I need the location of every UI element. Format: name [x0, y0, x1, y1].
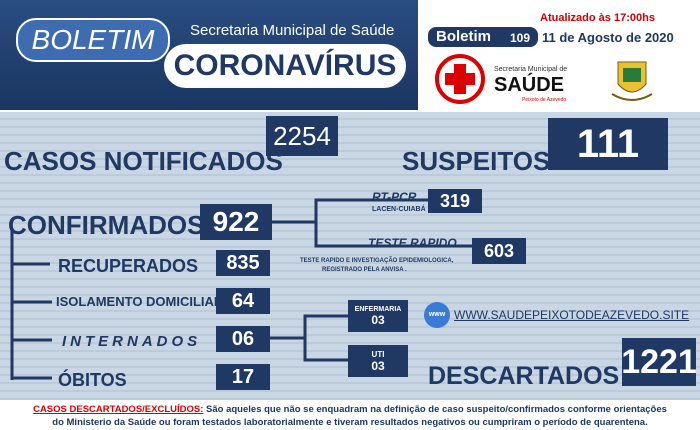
- stat-value: 111: [548, 118, 668, 170]
- crest: [611, 61, 653, 101]
- stat-value: 64: [216, 288, 270, 314]
- stat-value: 603: [472, 238, 526, 264]
- footer-label: CASOS DESCARTADOS/EXCLUÍDOS:: [33, 404, 204, 415]
- logo-line3: Peixoto de Azevedo: [522, 97, 567, 103]
- uti-box: UTI 03: [348, 345, 408, 377]
- website-link[interactable]: WWW.SAUDEPEIXOTODEAZEVEDO.SITE: [454, 308, 690, 322]
- stat-note: REGISTRADO PELA ANVISA .: [322, 267, 407, 273]
- boletim-label: Boletim: [436, 28, 492, 45]
- boletim-pill: [428, 27, 538, 47]
- stat-value: 922: [200, 204, 272, 240]
- updated: Atualizado às 17:00hs: [540, 12, 655, 24]
- footer: CASOS DESCARTADOS/EXCLUÍDOS: São aqueles…: [0, 403, 700, 429]
- stat-value: 835: [216, 250, 270, 276]
- stat-label: ENFERMARIA: [354, 305, 402, 313]
- stat-label: TESTE RAPIDO: [368, 236, 457, 250]
- coronavirus-title: CORONAVÍRUS: [164, 44, 406, 88]
- logo-line1: Secretaria Municipal de: [494, 66, 568, 73]
- stat-label: ISOLAMENTO DOMICILIAR: [56, 294, 224, 309]
- stat-label: ÓBITOS: [58, 370, 127, 390]
- health-logo: [435, 54, 485, 104]
- stat-value: 1221: [621, 338, 697, 386]
- stat-label: CONFIRMADOS: [8, 210, 205, 240]
- stat-label: INTERNADOS: [62, 333, 202, 350]
- boletim-number: 109: [510, 31, 531, 45]
- footer-text: do Ministerio da Saúde ou foram testados…: [52, 417, 648, 428]
- date: 11 de Agosto de 2020: [542, 30, 674, 45]
- stat-value: 03: [371, 358, 385, 373]
- stat-sub: LACEN-CUIABÁ: [372, 206, 426, 213]
- stat-label: SUSPEITOS: [402, 146, 551, 176]
- stat-label: RT-PCR: [372, 190, 417, 204]
- stat-label: RECUPERADOS: [58, 256, 199, 276]
- stat-value: 2254: [266, 116, 338, 156]
- web-icon: www: [424, 302, 450, 328]
- stat-value: 17: [216, 364, 270, 390]
- footer-text: São aqueles que não se enquadram na defi…: [206, 404, 667, 415]
- stat-label: CASOS NOTIFICADOS: [4, 146, 283, 176]
- stat-value: 319: [428, 189, 482, 213]
- boletim-title: BOLETIM: [16, 18, 170, 62]
- stat-label: DESCARTADOS: [428, 362, 620, 390]
- stat-value: 06: [216, 326, 270, 352]
- enfermaria-box: ENFERMARIA 03: [348, 300, 408, 332]
- stat-value: 03: [371, 312, 385, 327]
- stat-label: UTI: [371, 349, 385, 359]
- stat-note: TESTE RAPIDO E INVESTIGAÇÃO EPIDEMIOLOGI…: [300, 258, 454, 264]
- logo-line2: SAÚDE: [494, 74, 565, 96]
- secretaria: Secretaria Municipal de Saúde: [190, 22, 395, 39]
